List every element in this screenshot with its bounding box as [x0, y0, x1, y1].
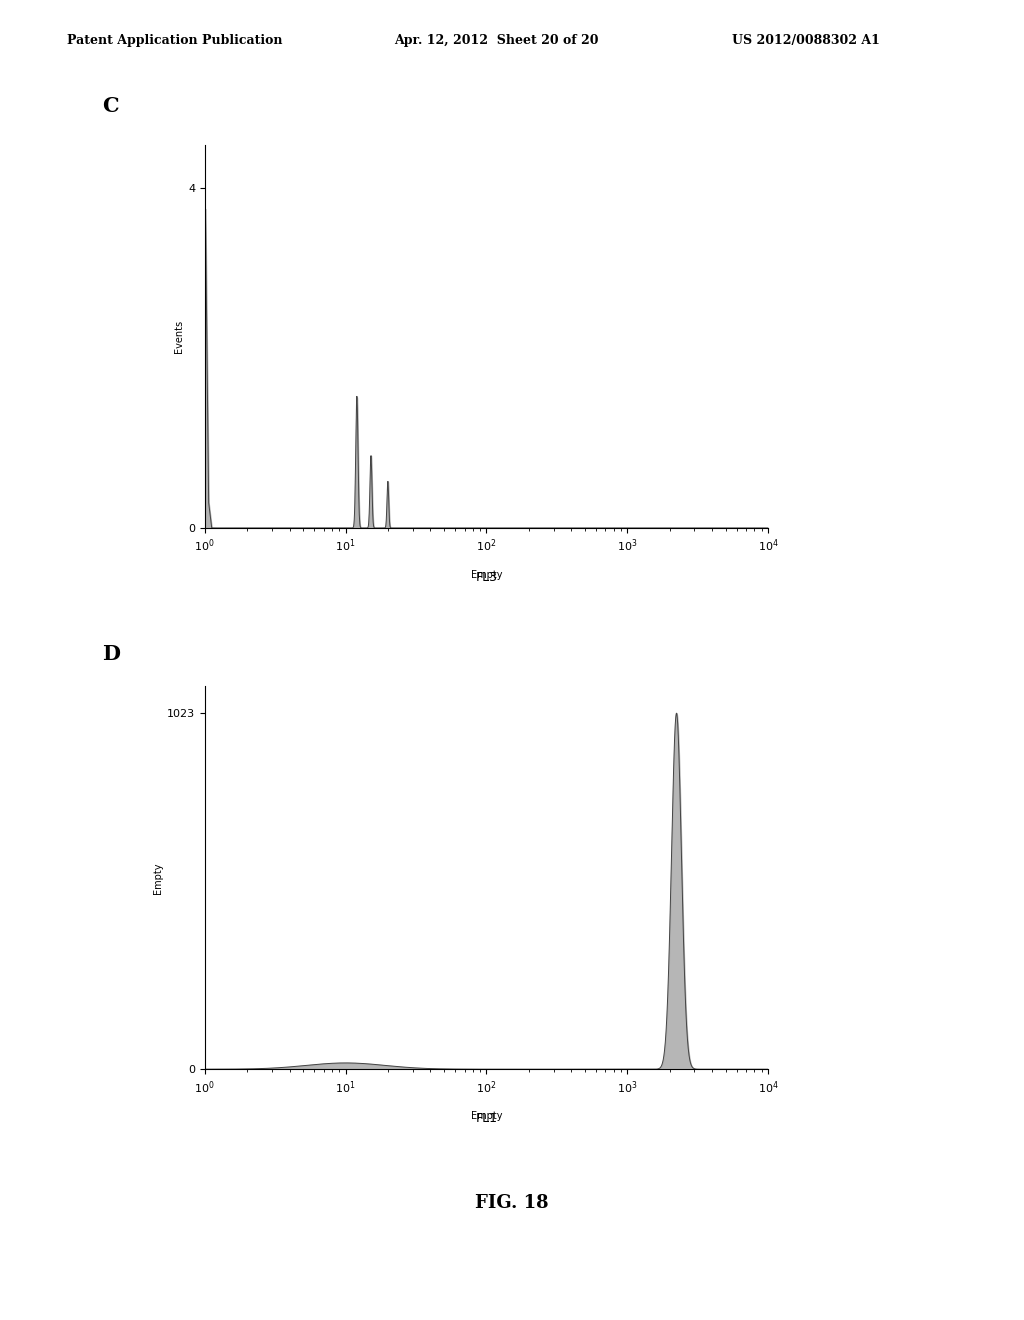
Text: Patent Application Publication: Patent Application Publication [67, 33, 282, 46]
Text: C: C [102, 96, 119, 116]
Text: Empty: Empty [471, 570, 502, 579]
Text: US 2012/0088302 A1: US 2012/0088302 A1 [732, 33, 880, 46]
Text: Apr. 12, 2012  Sheet 20 of 20: Apr. 12, 2012 Sheet 20 of 20 [394, 33, 599, 46]
Y-axis label: Events: Events [174, 319, 183, 354]
Y-axis label: Empty: Empty [153, 862, 163, 894]
X-axis label: FL1: FL1 [475, 1113, 498, 1125]
Text: D: D [102, 644, 121, 664]
X-axis label: FL3: FL3 [475, 572, 498, 583]
Text: Empty: Empty [471, 1111, 502, 1121]
Text: FIG. 18: FIG. 18 [475, 1193, 549, 1212]
